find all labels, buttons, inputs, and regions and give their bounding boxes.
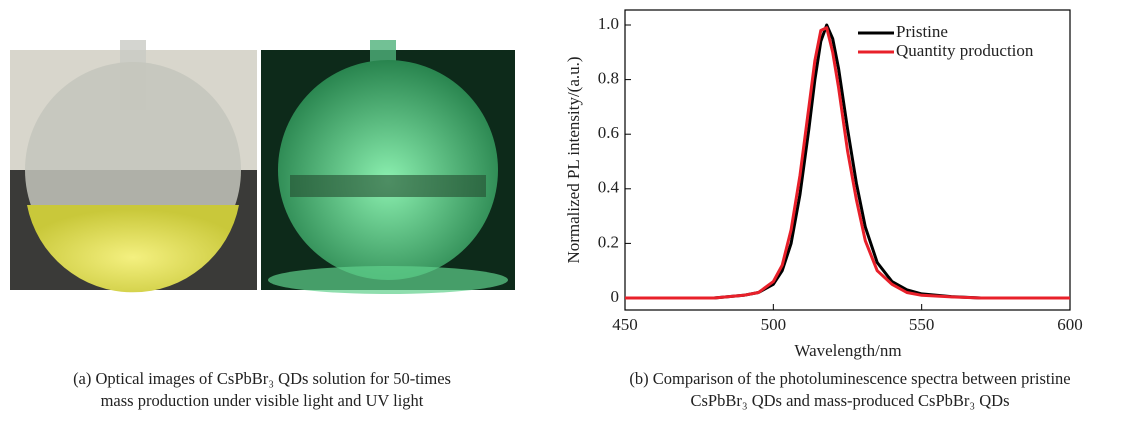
caption-b-line: CsPbBr₃ QDs and mass-produced CsPbBr₃ QD…: [690, 391, 1009, 410]
y-tick-label: 0.6: [598, 123, 619, 142]
x-tick-label: 450: [612, 315, 638, 334]
y-tick-label: 0.2: [598, 232, 619, 251]
x-tick-label: 500: [761, 315, 787, 334]
y-axis-label: Normalized PL intensity/(a.u.): [564, 56, 583, 263]
series-line: [625, 26, 1070, 300]
x-tick-label: 600: [1057, 315, 1083, 334]
y-tick-label: 0.4: [598, 178, 620, 197]
x-axis-label: Wavelength/nm: [794, 341, 901, 360]
plot-frame: [624, 9, 1071, 311]
photo-uv: [261, 40, 515, 294]
y-tick-label: 0: [611, 287, 620, 306]
legend-label: Quantity production: [896, 41, 1034, 60]
caption-a-line: mass production under visible light and …: [101, 391, 424, 410]
photo-visible: [10, 40, 257, 293]
caption-a-line: (a) Optical images of CsPbBr₃ QDs soluti…: [73, 369, 451, 388]
caption-b-line: (b) Comparison of the photoluminescence …: [629, 369, 1070, 388]
y-tick-label: 0.8: [598, 69, 619, 88]
x-tick-label: 550: [909, 315, 935, 334]
y-tick-label: 1.0: [598, 14, 619, 33]
legend-label: Pristine: [896, 22, 948, 41]
series-line: [625, 23, 1070, 300]
